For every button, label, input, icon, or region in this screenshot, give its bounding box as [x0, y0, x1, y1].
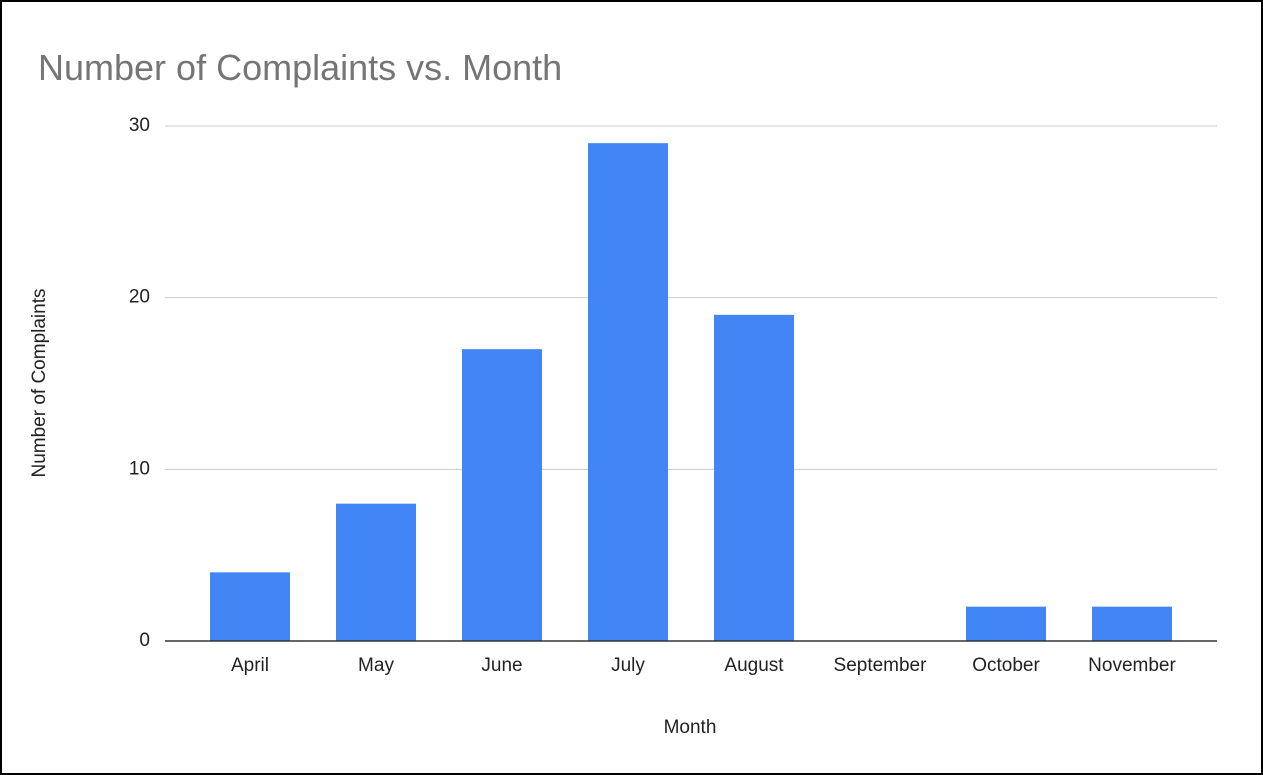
x-tick-label: August	[724, 655, 784, 676]
x-tick-label: September	[834, 655, 928, 676]
bar	[714, 314, 794, 641]
x-tick-label: April	[231, 655, 269, 676]
x-tick-label: October	[972, 655, 1040, 676]
x-axis-label: Month	[664, 717, 717, 738]
bar	[588, 143, 668, 641]
y-tick-label: 20	[129, 287, 150, 308]
x-tick-label: June	[481, 655, 522, 676]
y-axis-label: Number of Complaints	[29, 288, 50, 477]
x-tick-label: May	[358, 655, 394, 676]
chart-title: Number of Complaints vs. Month	[38, 47, 562, 88]
bar	[462, 349, 542, 641]
y-tick-label: 30	[129, 115, 150, 136]
bar	[1092, 606, 1172, 641]
bar	[210, 572, 290, 641]
y-tick-label: 0	[139, 630, 150, 651]
y-tick-label: 10	[129, 458, 150, 479]
x-tick-label: July	[611, 655, 645, 676]
bar	[336, 503, 416, 641]
x-tick-label: November	[1088, 655, 1176, 676]
bar	[966, 606, 1046, 641]
